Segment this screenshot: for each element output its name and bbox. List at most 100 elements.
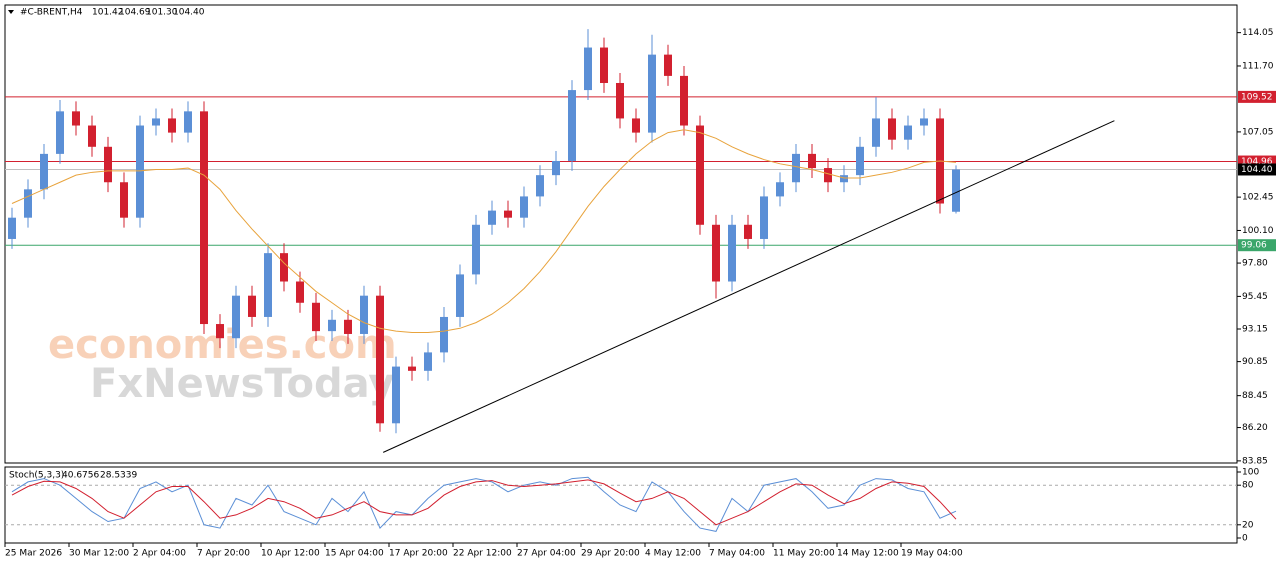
osc-reading: 28.5339 bbox=[100, 471, 137, 481]
candle-body bbox=[120, 182, 128, 218]
y-tick-label: 90.85 bbox=[1242, 357, 1268, 367]
candle-body bbox=[952, 169, 960, 212]
candle-body bbox=[88, 125, 96, 147]
oscillator-title: Stoch(5,3,3) bbox=[9, 471, 64, 481]
level-label-bg bbox=[1238, 90, 1276, 103]
candle-body bbox=[536, 175, 544, 197]
level-label-bg bbox=[1238, 239, 1276, 252]
y-tick-label: 107.05 bbox=[1242, 127, 1274, 137]
osc-reading: 40.6756 bbox=[62, 471, 99, 481]
y-tick-label: 97.80 bbox=[1242, 259, 1268, 269]
y-tick-label: 88.45 bbox=[1242, 391, 1268, 401]
level-label: 99.06 bbox=[1241, 241, 1267, 251]
candle-body bbox=[392, 366, 400, 424]
y-tick-label: 86.20 bbox=[1242, 423, 1268, 433]
header-value: 101.42 bbox=[92, 8, 124, 18]
chart-title: #C-BRENT,H4 bbox=[20, 8, 83, 18]
x-tick-label: 7 Apr 20:00 bbox=[197, 549, 250, 559]
candle-body bbox=[760, 196, 768, 239]
candle-body bbox=[488, 210, 496, 225]
level-label-bg bbox=[1238, 163, 1276, 176]
candle-body bbox=[504, 210, 512, 218]
candle-body bbox=[72, 111, 80, 126]
header-value: 104.69 bbox=[119, 8, 151, 18]
trendline bbox=[382, 120, 1115, 453]
candle-body bbox=[792, 153, 800, 183]
candle-body bbox=[824, 168, 832, 183]
x-tick-label: 4 May 12:00 bbox=[645, 549, 701, 559]
candle-body bbox=[568, 90, 576, 161]
y-tick-label: 102.45 bbox=[1242, 193, 1274, 203]
y-tick-label: 93.15 bbox=[1242, 325, 1268, 335]
candle-body bbox=[424, 352, 432, 371]
candle-body bbox=[472, 224, 480, 275]
x-tick-label: 11 May 20:00 bbox=[773, 549, 835, 559]
candle-body bbox=[712, 224, 720, 282]
candle-body bbox=[56, 111, 64, 154]
candle-body bbox=[680, 75, 688, 126]
candle-body bbox=[856, 146, 864, 176]
level-label: 104.40 bbox=[1241, 165, 1273, 175]
candle-body bbox=[920, 118, 928, 126]
osc-tick-label: 100 bbox=[1242, 468, 1259, 478]
candle-body bbox=[376, 295, 384, 424]
x-tick-label: 25 Mar 2026 bbox=[5, 549, 62, 559]
y-tick-label: 100.10 bbox=[1242, 226, 1274, 236]
candle-body bbox=[904, 125, 912, 140]
level-label: 104.96 bbox=[1241, 157, 1273, 167]
x-tick-label: 14 May 12:00 bbox=[837, 549, 899, 559]
candle-body bbox=[648, 54, 656, 133]
candle-body bbox=[8, 217, 16, 239]
candle-body bbox=[808, 153, 816, 169]
moving-average bbox=[11, 129, 957, 334]
candle-body bbox=[40, 153, 48, 190]
oscillator-pane bbox=[4, 466, 1238, 544]
candle-body bbox=[888, 118, 896, 140]
candle-body bbox=[296, 281, 304, 303]
candle-body bbox=[440, 316, 448, 353]
candle-body bbox=[840, 175, 848, 183]
candle-body bbox=[264, 253, 272, 317]
x-tick-label: 10 Apr 12:00 bbox=[261, 549, 320, 559]
candle-body bbox=[232, 295, 240, 339]
x-tick-label: 17 Apr 20:00 bbox=[389, 549, 448, 559]
candle-body bbox=[664, 54, 672, 76]
x-tick-label: 7 May 04:00 bbox=[709, 549, 765, 559]
x-tick-label: 30 Mar 12:00 bbox=[69, 549, 129, 559]
candle-body bbox=[520, 196, 528, 218]
main-pane bbox=[4, 4, 1238, 464]
candle-body bbox=[456, 274, 464, 317]
candle-body bbox=[728, 224, 736, 282]
candle-body bbox=[136, 125, 144, 218]
candle-body bbox=[584, 47, 592, 91]
candle-body bbox=[632, 118, 640, 133]
x-tick-label: 15 Apr 04:00 bbox=[325, 549, 384, 559]
candle-body bbox=[24, 189, 32, 218]
candle-body bbox=[600, 47, 608, 83]
candle-body bbox=[552, 160, 560, 176]
candle-body bbox=[328, 319, 336, 332]
candle-body bbox=[152, 118, 160, 126]
y-tick-label: 114.05 bbox=[1242, 28, 1274, 38]
osc-line bbox=[11, 479, 957, 526]
header-value: 104.40 bbox=[173, 8, 205, 18]
header-value: 101.30 bbox=[146, 8, 178, 18]
x-tick-label: 19 May 04:00 bbox=[901, 549, 963, 559]
menu-arrow bbox=[8, 10, 14, 14]
candle-body bbox=[344, 319, 352, 334]
candle-body bbox=[312, 302, 320, 332]
y-tick-label: 95.45 bbox=[1242, 292, 1268, 302]
x-tick-label: 22 Apr 12:00 bbox=[453, 549, 512, 559]
candle-body bbox=[104, 146, 112, 183]
candle-body bbox=[616, 82, 624, 119]
x-tick-label: 2 Apr 04:00 bbox=[133, 549, 186, 559]
candle-body bbox=[200, 111, 208, 325]
candle-body bbox=[408, 366, 416, 371]
candle-body bbox=[168, 118, 176, 133]
osc-tick-label: 20 bbox=[1242, 520, 1254, 530]
candle-body bbox=[696, 125, 704, 225]
candle-body bbox=[184, 111, 192, 133]
osc-tick-label: 80 bbox=[1242, 481, 1254, 491]
candle-body bbox=[776, 182, 784, 197]
